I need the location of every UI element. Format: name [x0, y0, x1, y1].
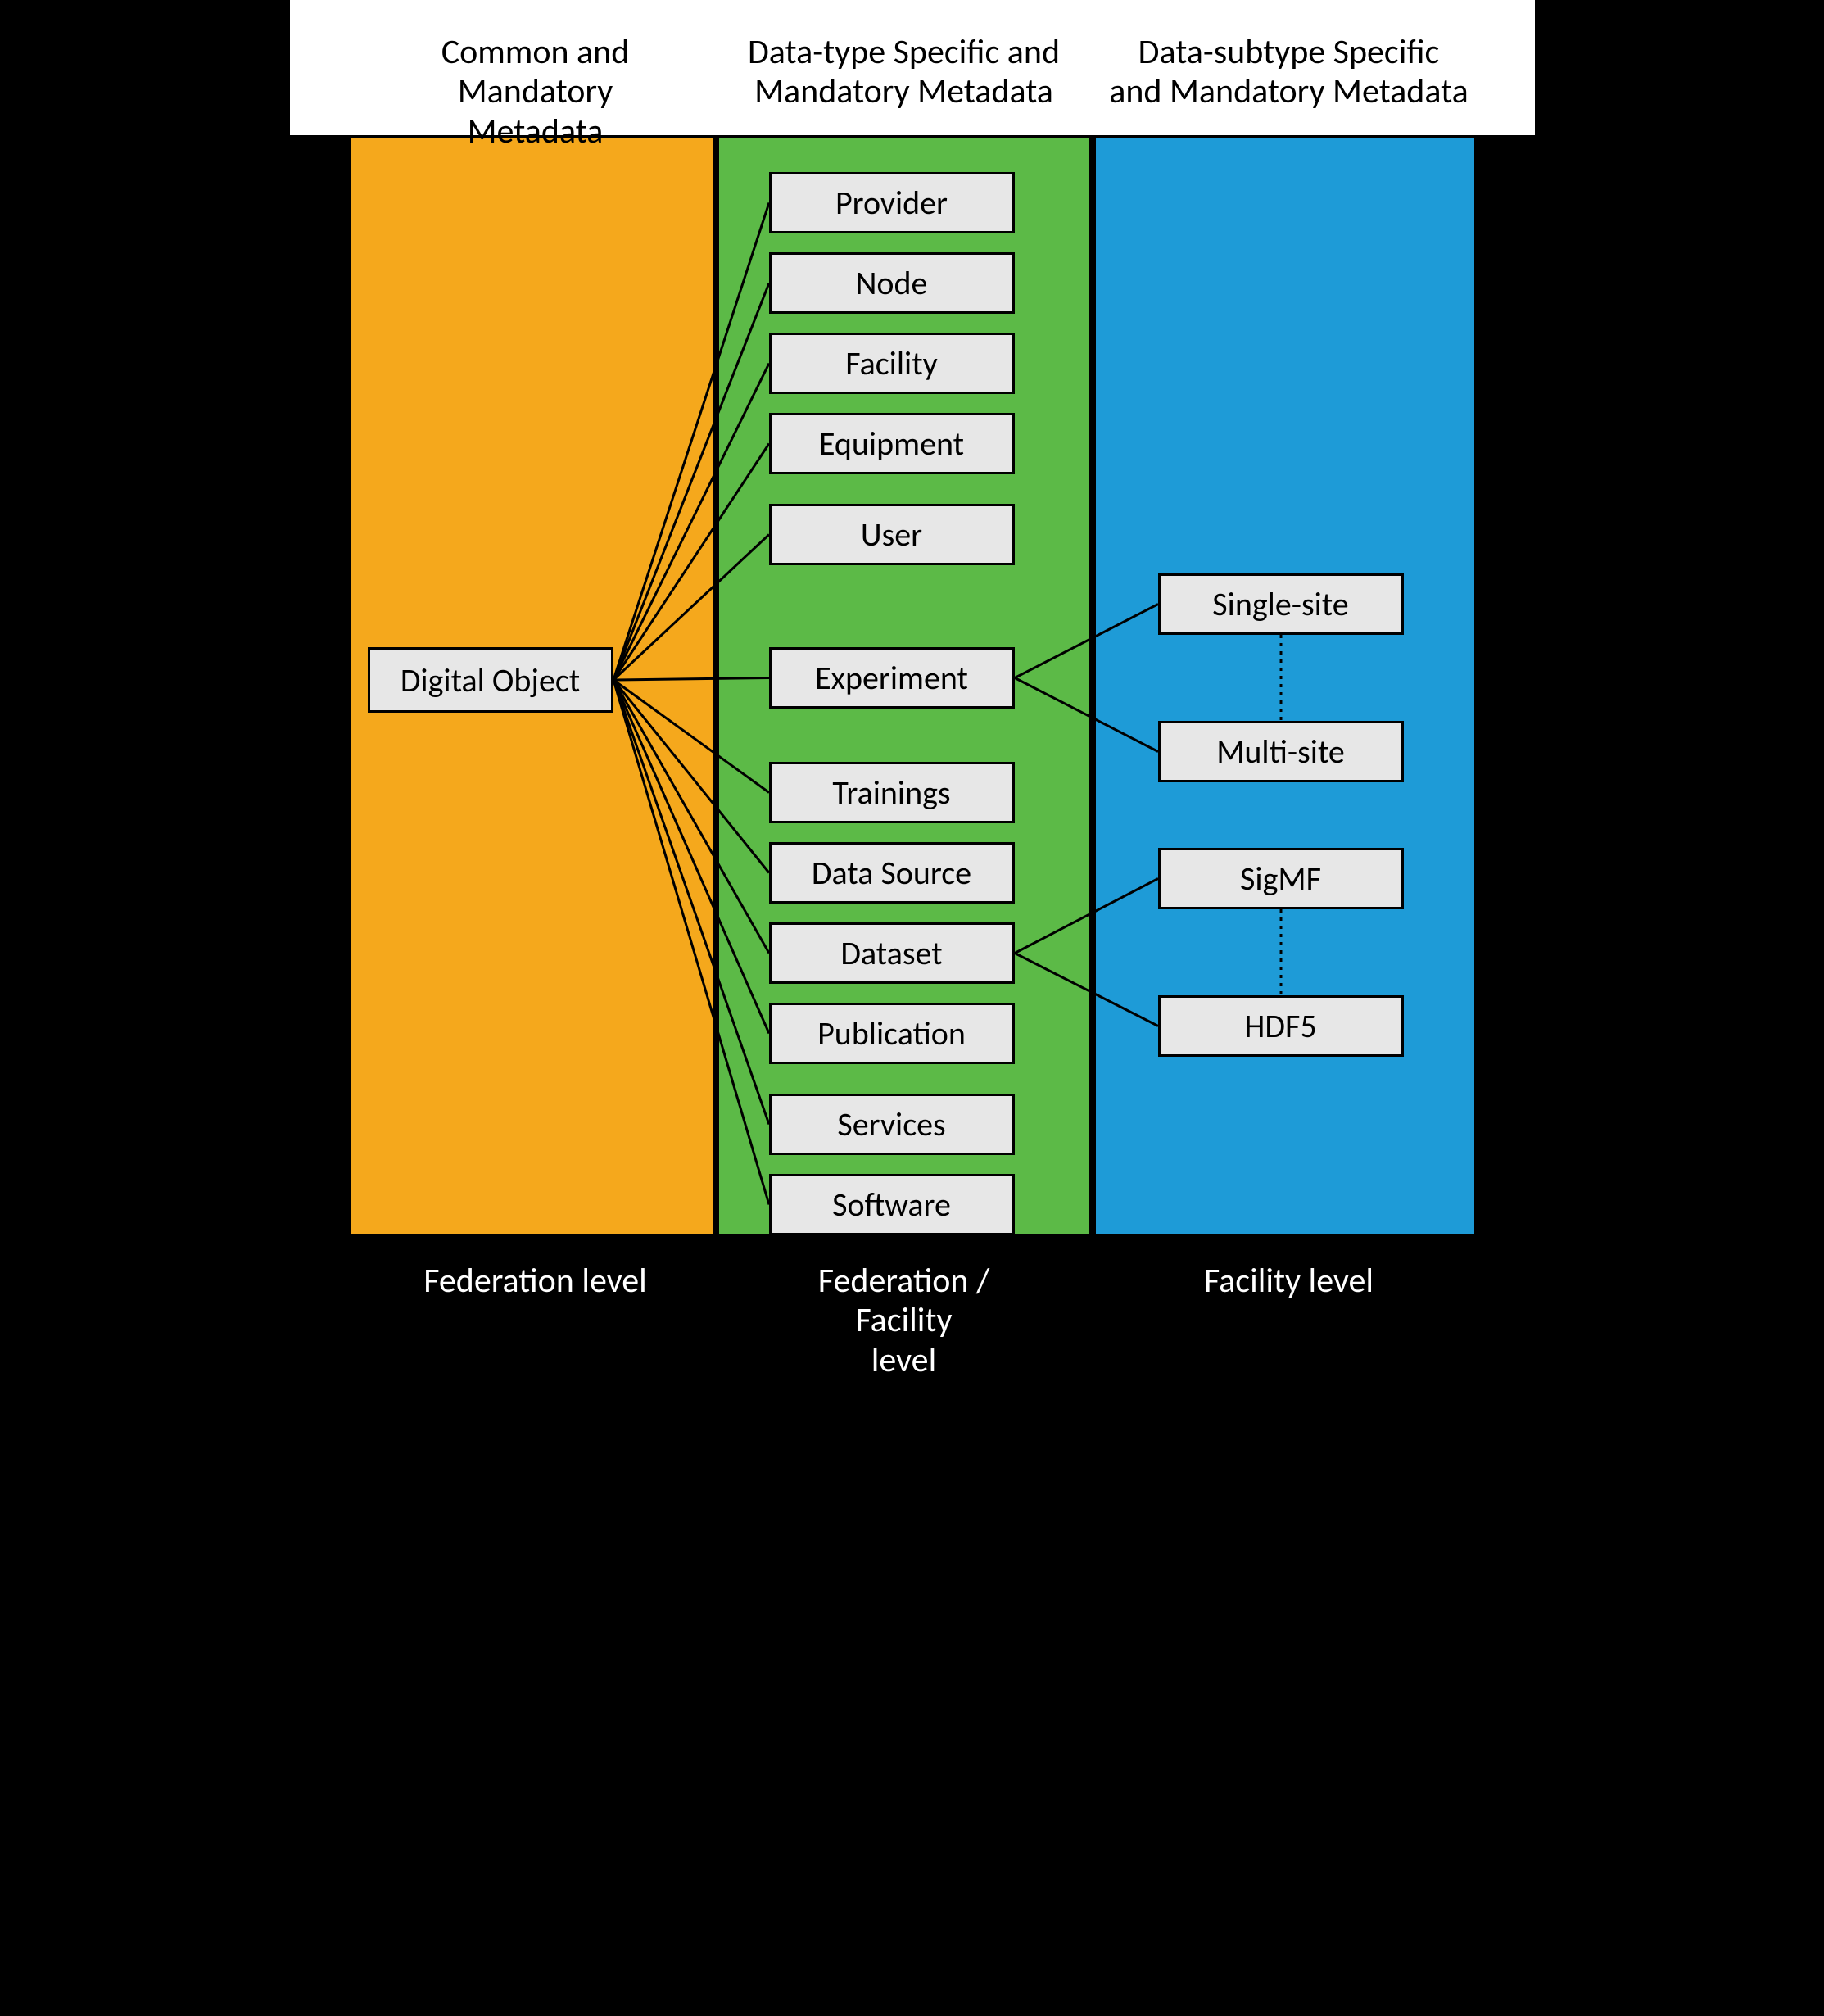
node-experiment: Experiment	[769, 647, 1015, 709]
node-singlesite: Single-site	[1158, 573, 1404, 635]
node-sigmf: SigMF	[1158, 848, 1404, 909]
nodes-layer: Digital Object Provider Node Facility Equipm…	[290, 0, 1535, 1376]
node-software: Software	[769, 1174, 1015, 1235]
node-provider: Provider	[769, 172, 1015, 233]
footer-middle: Federation / Facility level	[773, 1262, 1035, 1380]
node-hdf5: HDF5	[1158, 995, 1404, 1057]
node-multisite: Multi-site	[1158, 721, 1404, 782]
node-trainings: Trainings	[769, 762, 1015, 823]
node-facility: Facility	[769, 333, 1015, 394]
node-services: Services	[769, 1094, 1015, 1155]
node-equipment: Equipment	[769, 413, 1015, 474]
node-root: Digital Object	[368, 647, 613, 713]
node-dataset: Dataset	[769, 922, 1015, 984]
footer-left: Federation level	[405, 1262, 667, 1301]
diagram-canvas: Common and Mandatory Metadata Data-type …	[290, 0, 1535, 1376]
node-publication: Publication	[769, 1003, 1015, 1064]
footer-right: Facility level	[1166, 1262, 1412, 1301]
node-user: User	[769, 504, 1015, 565]
node-datasource: Data Source	[769, 842, 1015, 904]
node-node: Node	[769, 252, 1015, 314]
